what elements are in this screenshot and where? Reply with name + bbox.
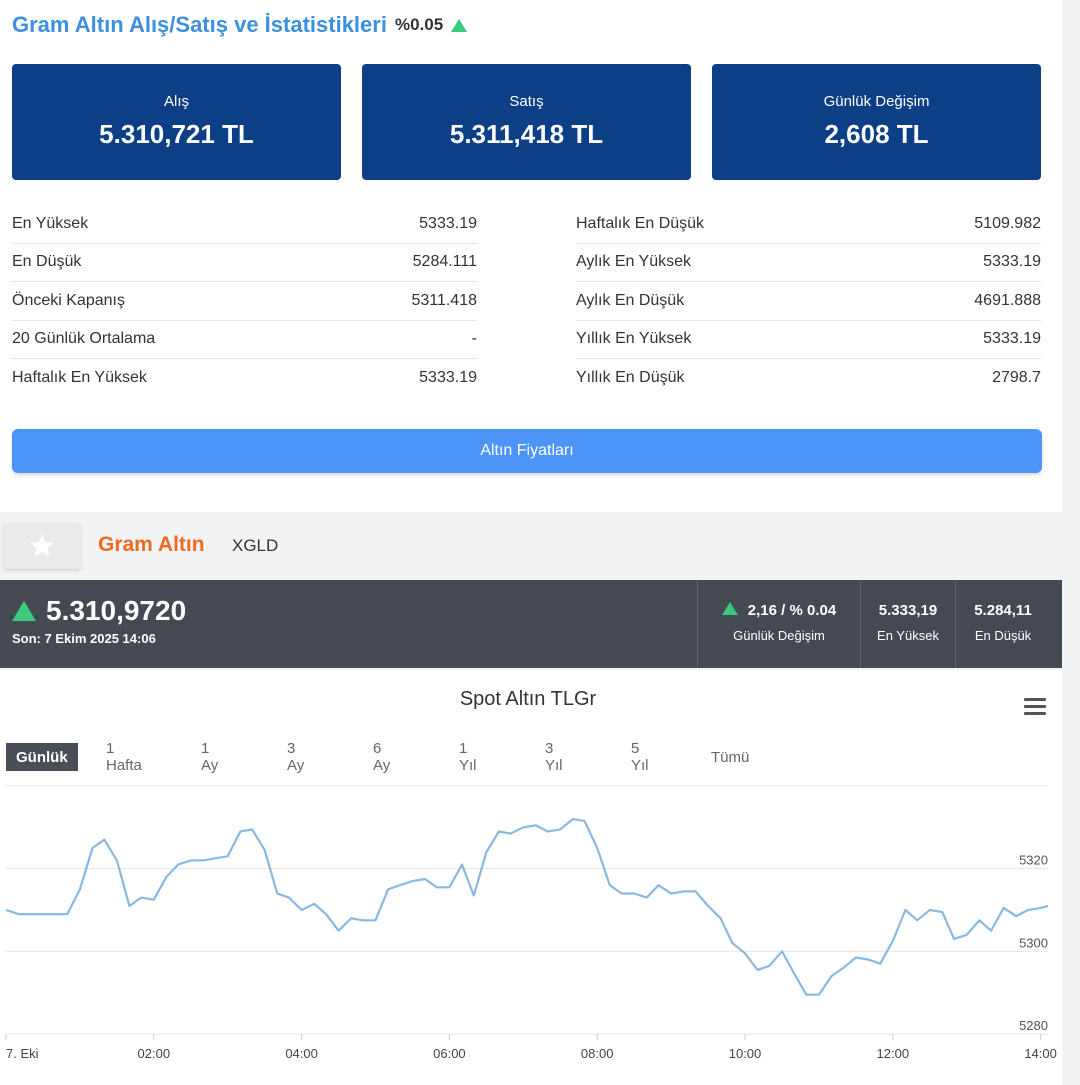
price-bar: 5.310,9720 Son: 7 Ekim 2025 14:06 2,16 /… [0, 580, 1062, 668]
stat-row: Aylık En Düşük 4691.888 [576, 282, 1041, 321]
stat-value: 5333.19 [419, 214, 477, 232]
stat-value: 2798.7 [992, 369, 1041, 387]
daily-change-value: 2,16 / % 0.04 [747, 602, 837, 619]
triangle-up-icon [721, 602, 738, 615]
stat-value: 5311.418 [411, 291, 477, 309]
x-tick-label: 7. Eki [6, 1046, 39, 1061]
stat-row: Yıllık En Düşük 2798.7 [576, 359, 1041, 398]
stat-label: 20 Günlük Ortalama [12, 330, 156, 348]
low-cell: 5.284,11 En Düşük [955, 580, 1050, 668]
daily-change-label: Günlük Değişim [733, 628, 825, 643]
star-icon [30, 534, 54, 557]
last-update: Son: 7 Ekim 2025 14:06 [12, 631, 156, 646]
stats-header: Gram Altın Alış/Satış ve İstatistikleri … [12, 10, 468, 40]
daily-change-row: 2,16 / % 0.04 [698, 602, 860, 619]
left-stats-table: En Yüksek 5333.19 En Düşük 5284.111 Önceki… [12, 205, 477, 398]
sell-box: Satış 5.311,418 TL [362, 64, 691, 180]
range-button-all[interactable]: Tümü [711, 748, 750, 766]
stat-label: En Yüksek [12, 214, 89, 232]
price-chart[interactable]: 5280 5300 5320 7. Eki 02:00 04:00 06:00 08:00 10… [0, 670, 1062, 1085]
stat-value: 5284.111 [412, 253, 477, 271]
chart-title: Spot Altın TLGr [459, 688, 597, 710]
range-button-1m[interactable]: 1 Ay [201, 740, 219, 774]
chart-area: Spot Altın TLGr Günlük 1 Hafta 1 Ay 3 Ay… [0, 670, 1062, 1085]
stat-row: En Düşük 5284.111 [12, 244, 477, 282]
daily-change-label: Günlük Değişim [823, 93, 930, 110]
daily-change-cell: 2,16 / % 0.04 Günlük Değişim [697, 580, 860, 668]
price-value: 5.310,9720 [46, 595, 187, 626]
y-tick-label: 5280 [1019, 1018, 1048, 1033]
stat-label: En Düşük [12, 253, 82, 271]
triangle-up-icon [12, 601, 36, 621]
daily-change-value: 2,608 TL [824, 119, 929, 149]
stat-value: 4691.888 [974, 291, 1041, 309]
stats-card: Gram Altın Alış/Satış ve İstatistikleri … [0, 0, 1062, 512]
range-button-daily[interactable]: Günlük [6, 743, 78, 771]
stat-label: Aylık En Yüksek [576, 253, 692, 271]
stat-label: Haftalık En Düşük [576, 214, 705, 232]
stat-label: Haftalık En Yüksek [12, 369, 147, 387]
instrument-code: XGLD [232, 536, 279, 555]
triangle-up-icon [451, 18, 468, 32]
x-tick-label: 02:00 [138, 1046, 171, 1061]
range-button-5y[interactable]: 5 Yıl [631, 740, 649, 774]
stat-label: Yıllık En Düşük [576, 369, 685, 387]
high-label: En Yüksek [877, 628, 939, 643]
stat-row: Haftalık En Düşük 5109.982 [576, 205, 1041, 244]
high-value: 5.333,19 [878, 602, 938, 619]
x-tick-label: 12:00 [877, 1046, 910, 1061]
x-tick-label: 04:00 [285, 1046, 318, 1061]
favorite-button[interactable] [3, 523, 81, 569]
low-label: En Düşük [974, 628, 1032, 643]
stat-value: 5333.19 [983, 253, 1041, 271]
buy-value: 5.310,721 TL [99, 119, 254, 149]
stat-row: Önceki Kapanış 5311.418 [12, 282, 477, 321]
range-button-3y[interactable]: 3 Yıl [545, 740, 563, 774]
x-tick-label: 14:00 [1024, 1046, 1057, 1061]
stat-row: Aylık En Yüksek 5333.19 [576, 244, 1041, 282]
stat-value: - [471, 330, 477, 348]
stat-label: Yıllık En Yüksek [576, 330, 692, 348]
stat-row: Yıllık En Yüksek 5333.19 [576, 321, 1041, 359]
stat-label: Önceki Kapanış [12, 291, 125, 309]
low-value: 5.284,11 [974, 602, 1032, 619]
daily-change-box: Günlük Değişim 2,608 TL [712, 64, 1041, 180]
instrument-name: Gram Altın [98, 533, 205, 556]
gold-prices-button[interactable]: Altın Fiyatları [12, 429, 1042, 473]
buy-label: Alış [163, 93, 189, 110]
stats-title: Gram Altın Alış/Satış ve İstatistikleri [12, 12, 387, 37]
stat-row: Haftalık En Yüksek 5333.19 [12, 359, 477, 398]
menu-icon[interactable] [1024, 698, 1046, 716]
y-tick-label: 5320 [1019, 853, 1048, 868]
stat-value: 5333.19 [983, 330, 1041, 348]
stat-label: Aylık En Düşük [576, 291, 685, 309]
series-line [5, 818, 1049, 996]
buy-box: Alış 5.310,721 TL [12, 64, 341, 180]
x-tick-label: 10:00 [729, 1046, 762, 1061]
range-button-6m[interactable]: 6 Ay [373, 740, 391, 774]
stat-row: En Yüksek 5333.19 [12, 205, 477, 244]
range-button-3m[interactable]: 3 Ay [287, 740, 305, 774]
sell-value: 5.311,418 TL [449, 119, 604, 149]
right-stats-table: Haftalık En Düşük 5109.982 Aylık En Yükse… [576, 205, 1041, 398]
range-button-1y[interactable]: 1 Yıl [459, 740, 477, 774]
change-percent: %0.05 [394, 15, 444, 34]
stat-value: 5109.982 [974, 214, 1041, 232]
high-cell: 5.333,19 En Yüksek [860, 580, 955, 668]
sell-label: Satış [509, 93, 544, 110]
x-tick-label: 06:00 [433, 1046, 466, 1061]
y-tick-label: 5300 [1019, 935, 1048, 950]
range-button-1w[interactable]: 1 Hafta [106, 740, 142, 774]
current-price: 5.310,9720 [12, 595, 186, 627]
stat-row: 20 Günlük Ortalama - [12, 321, 477, 359]
stat-value: 5333.19 [419, 369, 477, 387]
x-tick-label: 08:00 [581, 1046, 614, 1061]
